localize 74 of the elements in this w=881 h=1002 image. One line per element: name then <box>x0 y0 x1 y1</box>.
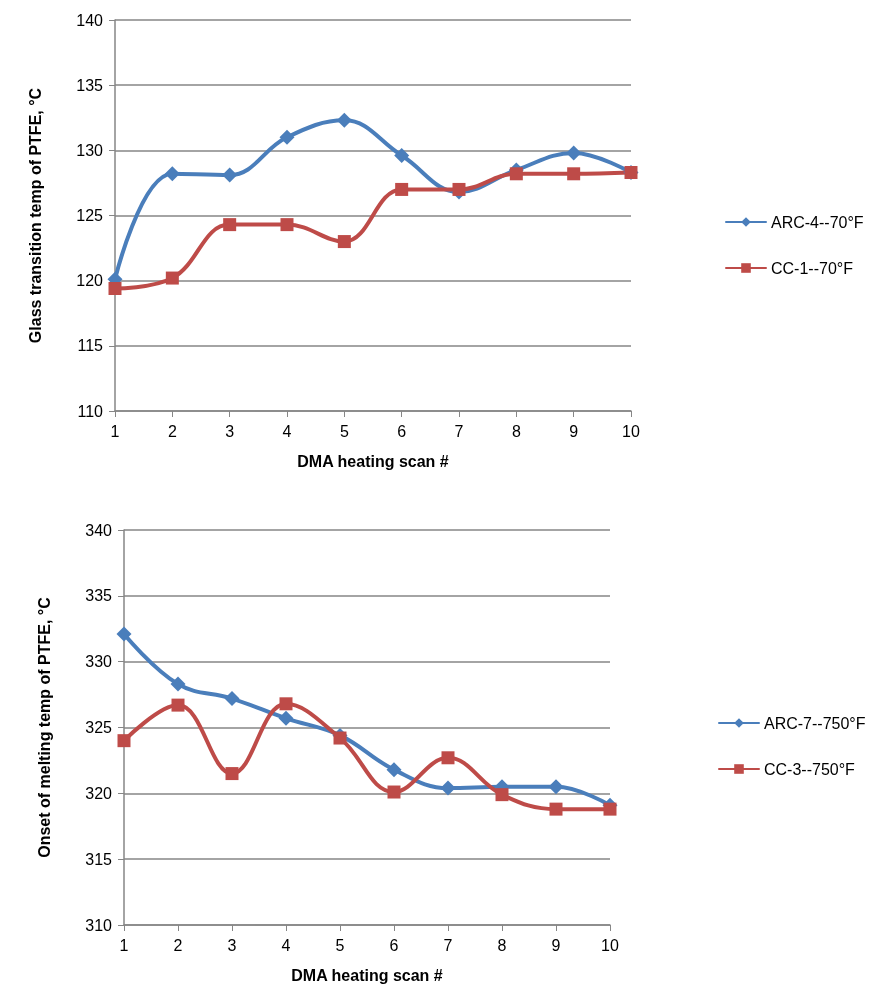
x-tick-label: 10 <box>622 422 640 440</box>
point <box>441 751 455 765</box>
y-tick-label: 310 <box>85 916 113 934</box>
point <box>164 166 180 182</box>
x-tick-label: 6 <box>389 936 399 954</box>
x-tick-label: 5 <box>335 936 345 954</box>
point <box>170 676 186 692</box>
y-tick-label: 125 <box>76 207 104 224</box>
point <box>603 802 617 816</box>
point <box>280 218 294 232</box>
point <box>566 145 582 161</box>
point <box>117 734 131 748</box>
x-tick-label: 7 <box>454 422 464 440</box>
x-axis-title: DMA heating scan # <box>297 452 449 470</box>
point <box>279 129 295 145</box>
x-axis-title: DMA heating scan # <box>291 966 443 984</box>
x-tick-label: 4 <box>281 936 291 954</box>
point <box>225 767 239 781</box>
y-tick-label: 330 <box>85 653 113 671</box>
x-tick-label: 1 <box>119 936 129 954</box>
y-tick-label: 135 <box>76 76 104 94</box>
x-tick-label: 9 <box>551 936 561 954</box>
x-tick-label: 6 <box>397 422 407 440</box>
y-tick-label: 115 <box>77 337 104 355</box>
x-tick-label: 7 <box>443 936 453 954</box>
y-tick-label: 335 <box>85 587 113 605</box>
point <box>386 762 402 778</box>
point <box>387 785 401 799</box>
y-tick-label: 110 <box>77 402 104 420</box>
point <box>224 691 240 707</box>
y-tick-label: 320 <box>85 784 113 802</box>
x-tick-label: 2 <box>173 936 183 954</box>
x-tick-label: 3 <box>225 422 235 440</box>
point <box>171 698 185 712</box>
x-tick-label: 10 <box>601 936 619 954</box>
x-tick-label: 3 <box>227 936 237 954</box>
x-tick-label: 9 <box>569 422 579 440</box>
point <box>440 780 456 796</box>
y-tick-label: 325 <box>85 719 113 736</box>
x-tick-label: 4 <box>282 422 292 440</box>
point <box>336 112 352 128</box>
x-tick-label: 2 <box>167 422 177 440</box>
point <box>337 235 351 249</box>
point <box>108 281 122 295</box>
point <box>549 802 563 816</box>
y-tick-label: 130 <box>76 141 104 159</box>
point <box>222 167 238 183</box>
point <box>452 182 466 196</box>
y-tick-label: 315 <box>85 850 113 868</box>
point <box>223 218 237 232</box>
legend-label: ARC-4--70°F <box>771 213 864 231</box>
legend-label: CC-1--70°F <box>771 259 854 277</box>
point <box>567 167 581 181</box>
y-tick-label: 140 <box>76 11 104 29</box>
point <box>548 779 564 795</box>
point <box>395 182 409 196</box>
point <box>279 697 293 711</box>
x-tick-label: 8 <box>511 422 521 440</box>
point <box>394 148 410 164</box>
point <box>333 731 347 745</box>
legend-label: CC-3--750°F <box>764 760 856 778</box>
y-axis-title: Onset of melting temp of PTFE, °C <box>35 596 53 858</box>
x-tick-label: 5 <box>339 422 349 440</box>
y-tick-label: 340 <box>85 521 113 539</box>
point <box>495 788 509 802</box>
point <box>165 271 179 285</box>
y-tick-label: 120 <box>76 272 104 290</box>
point <box>116 626 132 642</box>
point <box>278 710 294 726</box>
legend-label: ARC-7--750°F <box>764 714 866 732</box>
point <box>509 167 523 181</box>
x-tick-label: 8 <box>497 936 507 954</box>
y-axis-title: Glass transition temp of PTFE, °C <box>26 87 44 344</box>
x-tick-label: 1 <box>110 422 120 440</box>
